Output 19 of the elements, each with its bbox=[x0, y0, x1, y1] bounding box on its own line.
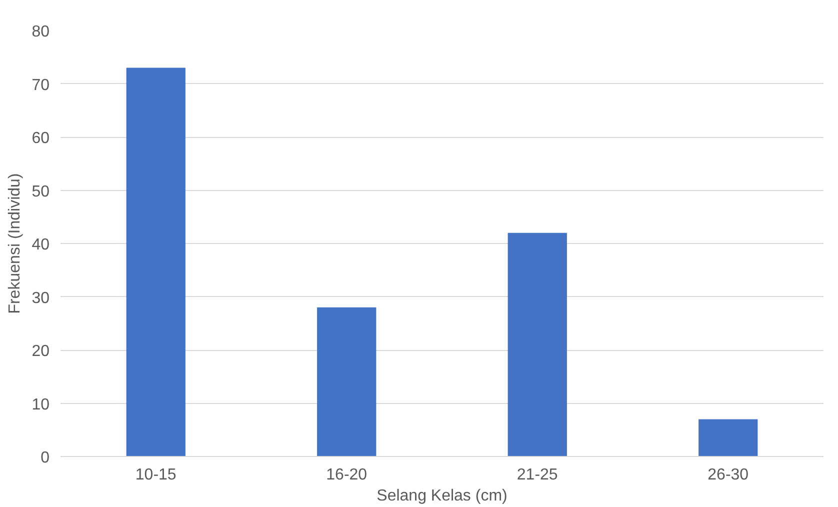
y-tick-label: 70 bbox=[32, 76, 50, 94]
y-tick-label: 30 bbox=[32, 290, 50, 307]
y-tick-label: 0 bbox=[40, 450, 50, 466]
bar bbox=[317, 307, 376, 456]
x-tick-label: 16-20 bbox=[326, 466, 368, 484]
x-tick-label: 10-15 bbox=[135, 466, 176, 484]
y-tick-label: 40 bbox=[32, 236, 50, 254]
y-tick-label: 60 bbox=[32, 130, 50, 147]
bar bbox=[126, 68, 186, 456]
x-tick-label: 26-30 bbox=[708, 466, 749, 484]
bar bbox=[698, 419, 758, 456]
x-axis-title: Selang Kelas (cm) bbox=[376, 488, 508, 504]
x-tick-label: 21-25 bbox=[516, 466, 558, 484]
y-axis-title: Frekuensi (Individu) bbox=[6, 173, 24, 314]
y-tick-label: 20 bbox=[32, 343, 50, 360]
y-tick-label: 50 bbox=[32, 183, 50, 200]
y-tick-label: 80 bbox=[32, 24, 50, 40]
bar bbox=[508, 232, 567, 456]
y-tick-label: 10 bbox=[32, 396, 50, 414]
